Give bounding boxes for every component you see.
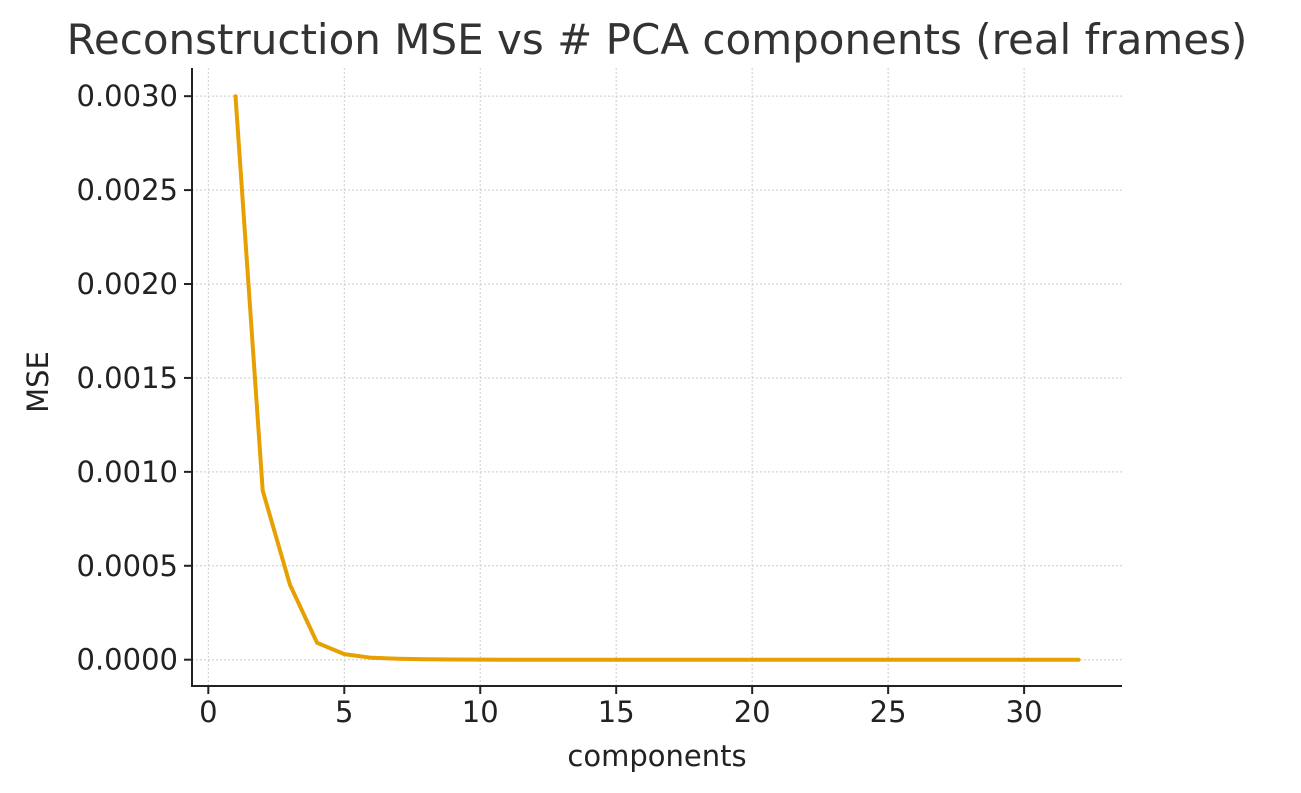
x-tick-label: 0 — [199, 695, 217, 729]
plot-area — [233, 94, 1081, 662]
y-tick-label: 0.0015 — [77, 361, 178, 395]
x-tick-label: 30 — [1006, 695, 1043, 729]
y-tick-label: 0.0030 — [77, 79, 178, 113]
y-tick-label: 0.0000 — [77, 643, 178, 677]
x-tick-label: 20 — [734, 695, 771, 729]
y-tick-label: 0.0005 — [77, 549, 178, 583]
grid-lines — [192, 68, 1122, 686]
y-tick-label: 0.0020 — [77, 267, 178, 301]
x-axis-label: components — [567, 739, 746, 773]
x-tick-label: 25 — [870, 695, 907, 729]
y-tick-label: 0.0025 — [77, 173, 178, 207]
chart-title: Reconstruction MSE vs # PCA components (… — [67, 15, 1248, 64]
x-tick-label: 15 — [598, 695, 635, 729]
series-line — [233, 94, 1081, 662]
y-axis-ticks: 0.0000 0.0005 0.0010 0.0015 0.0020 0.0025 0.00… — [77, 79, 192, 677]
x-axis-ticks: 0 5 10 15 20 25 30 — [199, 686, 1043, 729]
y-axis-label: MSE — [21, 351, 55, 413]
y-tick-label: 0.0010 — [77, 455, 178, 489]
x-tick-label: 10 — [462, 695, 499, 729]
x-tick-label: 5 — [335, 695, 353, 729]
